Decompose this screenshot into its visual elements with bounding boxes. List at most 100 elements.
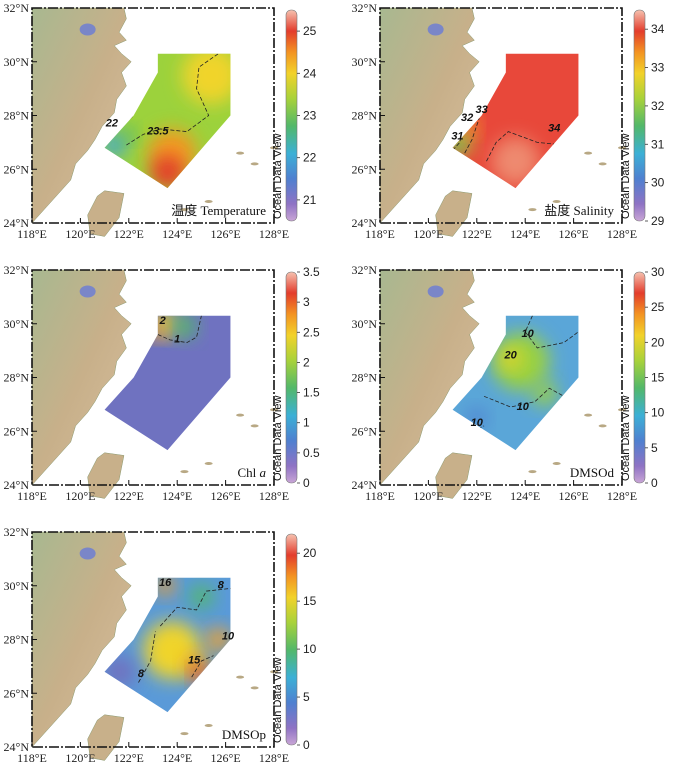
contour-label: 1	[174, 334, 180, 346]
y-tick-label: 24°N	[352, 216, 378, 230]
colorbar-tick-label: 0.5	[303, 446, 320, 460]
contour-label: 10	[521, 328, 534, 340]
colorbar-tick-label: 21	[303, 193, 317, 207]
field-patch	[155, 577, 175, 596]
field-patch	[189, 584, 214, 609]
y-tick-label: 28°N	[352, 109, 378, 123]
odv-watermark: Ocean Data View	[272, 396, 284, 481]
x-tick-label: 122°E	[462, 489, 492, 503]
colorbar-tick-label: 2.5	[303, 325, 320, 339]
colorbar-tick-label: 23	[303, 109, 317, 123]
x-tick-label: 118°E	[17, 489, 47, 503]
colorbar-tick-label: 0	[303, 476, 310, 490]
x-tick-label: 120°E	[65, 227, 95, 241]
y-tick-label: 32°N	[352, 1, 378, 15]
taiwan-shape	[87, 190, 125, 237]
x-tick-label: 122°E	[114, 751, 144, 765]
y-tick-label: 24°N	[4, 478, 30, 492]
y-tick-label: 32°N	[4, 1, 30, 15]
y-tick-label: 30°N	[4, 317, 30, 331]
colorbar-tick-label: 3	[303, 295, 310, 309]
colorbar-tick-label: 33	[651, 61, 665, 75]
y-tick-label: 26°N	[4, 162, 30, 176]
y-tick-label: 24°N	[4, 740, 30, 754]
colorbar-tick-label: 25	[303, 24, 317, 38]
odv-watermark: Ocean Data View	[272, 134, 284, 219]
odv-watermark: Ocean Data View	[272, 658, 284, 743]
y-tick-label: 24°N	[352, 478, 378, 492]
contour-line	[126, 53, 219, 146]
y-tick-label: 28°N	[352, 371, 378, 385]
island-shape	[236, 151, 245, 155]
y-tick-label: 24°N	[4, 216, 30, 230]
contour-line	[464, 118, 480, 154]
mainland-shape	[31, 531, 132, 748]
field-patch	[491, 136, 540, 186]
colorbar-tick-label: 5	[651, 441, 658, 455]
x-tick-label: 124°E	[510, 227, 540, 241]
colorbar-tick-label: 34	[651, 22, 665, 36]
colorbar	[285, 9, 298, 222]
taiwan-shape	[435, 190, 473, 237]
contour-label: 8	[218, 579, 225, 591]
colorbar-tick-label: 15	[303, 594, 317, 608]
y-tick-label: 26°N	[4, 424, 30, 438]
contour-label: 15	[188, 655, 201, 667]
contour-label: 23.5	[146, 125, 169, 137]
mainland-shape	[31, 7, 132, 224]
y-tick-label: 30°N	[4, 579, 30, 593]
colorbar-tick-label: 3.5	[303, 265, 320, 279]
lake-shape	[427, 285, 444, 298]
x-tick-label: 118°E	[17, 751, 47, 765]
field-patch	[121, 127, 137, 142]
contour-label: 31	[451, 131, 463, 143]
colorbar-tick-label: 30	[651, 265, 665, 279]
island-shape	[598, 424, 607, 428]
contour-label: 33	[476, 104, 488, 116]
contour-line	[524, 315, 579, 349]
lake-shape	[79, 285, 96, 298]
y-tick-label: 26°N	[352, 162, 378, 176]
contour-label: 16	[159, 577, 172, 589]
taiwan-shape	[87, 714, 125, 761]
colorbar-tick-label: 5	[303, 690, 310, 704]
y-tick-label: 30°N	[352, 317, 378, 331]
colorbar-tick-label: 2	[303, 355, 310, 369]
contour-label: 20	[504, 350, 518, 362]
island-shape	[180, 208, 189, 212]
panel-label: 温度 Temperature	[171, 203, 266, 218]
panel-label: Chl a	[237, 465, 266, 480]
contour-label: 34	[548, 123, 560, 135]
island-shape	[204, 200, 213, 203]
x-tick-label: 128°E	[607, 227, 637, 241]
y-tick-label: 26°N	[352, 424, 378, 438]
x-tick-label: 120°E	[413, 227, 443, 241]
colorbar-tick-label: 0	[303, 738, 310, 752]
contour-label: 10	[222, 631, 235, 643]
taiwan-shape	[87, 452, 125, 499]
contour-label: 8	[138, 668, 145, 680]
island-shape	[584, 151, 593, 155]
mainland-shape	[379, 269, 480, 486]
x-tick-label: 118°E	[17, 227, 47, 241]
panel-label: 盐度 Salinity	[544, 203, 614, 218]
field-patch	[532, 381, 557, 406]
island-shape	[528, 208, 537, 212]
panel-label: DMSOd	[570, 465, 615, 480]
island-shape	[250, 424, 259, 428]
colorbar	[285, 271, 298, 484]
x-tick-label: 124°E	[162, 227, 192, 241]
field-patch	[172, 315, 197, 339]
colorbar-tick-label: 30	[651, 176, 665, 190]
colorbar-tick-label: 20	[303, 546, 317, 560]
colorbar	[633, 9, 646, 222]
y-tick-label: 32°N	[4, 263, 30, 277]
y-tick-label: 28°N	[4, 633, 30, 647]
contour-label: 10	[517, 401, 530, 413]
x-tick-label: 122°E	[114, 489, 144, 503]
island-shape	[180, 732, 189, 736]
lake-shape	[427, 23, 444, 36]
